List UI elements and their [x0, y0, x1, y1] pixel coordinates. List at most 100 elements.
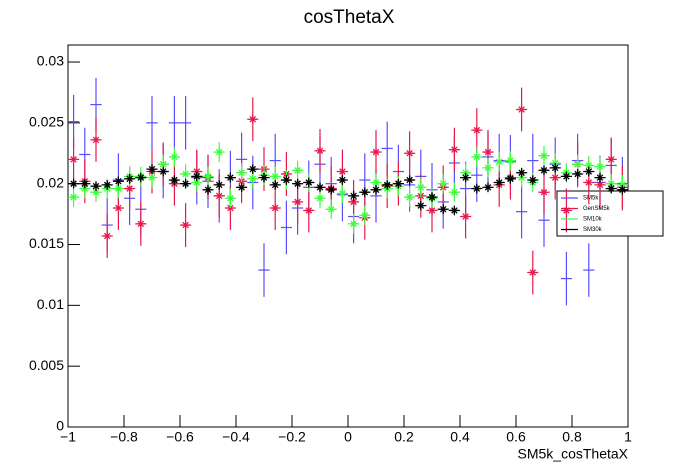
marker — [304, 178, 313, 187]
marker — [428, 193, 436, 202]
y-tick-label: 0.03 — [37, 53, 64, 69]
marker — [607, 184, 616, 193]
y-tick-label: 0.02 — [37, 174, 64, 190]
marker — [484, 183, 492, 192]
marker — [573, 160, 582, 169]
marker — [69, 193, 78, 202]
marker — [472, 184, 481, 193]
marker — [215, 148, 224, 157]
marker — [316, 183, 324, 192]
marker — [495, 157, 504, 166]
marker — [349, 219, 358, 228]
marker — [349, 191, 358, 200]
marker — [506, 156, 515, 165]
marker — [528, 176, 537, 185]
chart-title: cosThetaX — [304, 7, 395, 28]
marker — [215, 191, 224, 200]
marker — [439, 179, 448, 188]
legend-label: SM30k — [583, 227, 603, 233]
marker — [170, 176, 179, 185]
marker — [551, 163, 560, 172]
y-tick-label: 0.005 — [29, 357, 64, 373]
marker — [584, 167, 593, 176]
x-tick-label: −0.4 — [222, 429, 250, 445]
marker — [204, 172, 212, 181]
marker — [372, 178, 380, 187]
marker — [92, 135, 100, 144]
marker — [327, 185, 336, 194]
legend — [556, 190, 664, 237]
marker — [248, 174, 257, 183]
marker — [204, 185, 212, 194]
marker — [316, 146, 324, 155]
marker — [450, 206, 459, 215]
marker — [192, 167, 201, 176]
marker — [282, 176, 291, 185]
marker — [618, 180, 627, 189]
marker — [293, 197, 302, 206]
x-axis-label: SM5k_cosThetaX — [518, 446, 629, 462]
y-tick-label: 0.015 — [29, 235, 64, 251]
marker — [92, 182, 100, 191]
x-tick-label: 0.8 — [562, 429, 582, 445]
y-tick-label: 0.01 — [37, 296, 64, 312]
marker — [271, 172, 280, 181]
x-tick-label: −0.2 — [278, 429, 306, 445]
x-tick-label: 0.2 — [394, 429, 414, 445]
marker — [506, 174, 515, 183]
marker — [461, 212, 470, 221]
marker — [136, 173, 145, 182]
legend-label: SM5k — [583, 196, 599, 202]
marker — [551, 159, 560, 168]
marker — [372, 148, 380, 157]
marker — [136, 219, 145, 228]
marker — [383, 180, 392, 189]
marker — [69, 179, 78, 188]
marker — [125, 184, 134, 193]
marker — [215, 180, 224, 189]
marker — [540, 166, 548, 175]
legend-label: SM10k — [583, 217, 603, 223]
y-tick-label: 0.025 — [29, 114, 64, 130]
marker — [528, 268, 537, 277]
marker — [584, 178, 593, 187]
marker — [472, 126, 481, 135]
marker — [293, 179, 302, 188]
marker — [114, 184, 123, 193]
marker — [248, 165, 257, 174]
marker — [316, 194, 324, 203]
marker — [192, 178, 201, 187]
marker — [349, 197, 358, 206]
marker — [170, 152, 179, 161]
marker — [540, 188, 548, 197]
marker — [159, 160, 168, 169]
x-tick-label: −0.8 — [110, 429, 138, 445]
marker — [428, 206, 436, 215]
marker — [562, 206, 571, 215]
marker — [484, 148, 492, 157]
marker — [125, 174, 134, 183]
marker — [181, 179, 190, 188]
marker — [159, 167, 168, 176]
marker — [338, 176, 347, 185]
marker — [148, 165, 156, 174]
marker — [327, 205, 336, 214]
x-tick-label: 1 — [624, 429, 632, 445]
marker — [248, 115, 257, 124]
marker — [394, 179, 403, 188]
marker — [540, 151, 548, 160]
marker — [405, 176, 414, 185]
marker — [405, 149, 414, 158]
marker — [192, 172, 201, 181]
marker — [472, 152, 481, 161]
x-tick-label: −1 — [60, 429, 76, 445]
marker — [103, 232, 112, 240]
marker — [416, 183, 425, 192]
marker — [618, 185, 627, 194]
marker — [461, 173, 470, 182]
marker — [607, 155, 616, 164]
marker — [405, 193, 414, 202]
marker — [596, 162, 604, 171]
marker — [271, 180, 280, 189]
